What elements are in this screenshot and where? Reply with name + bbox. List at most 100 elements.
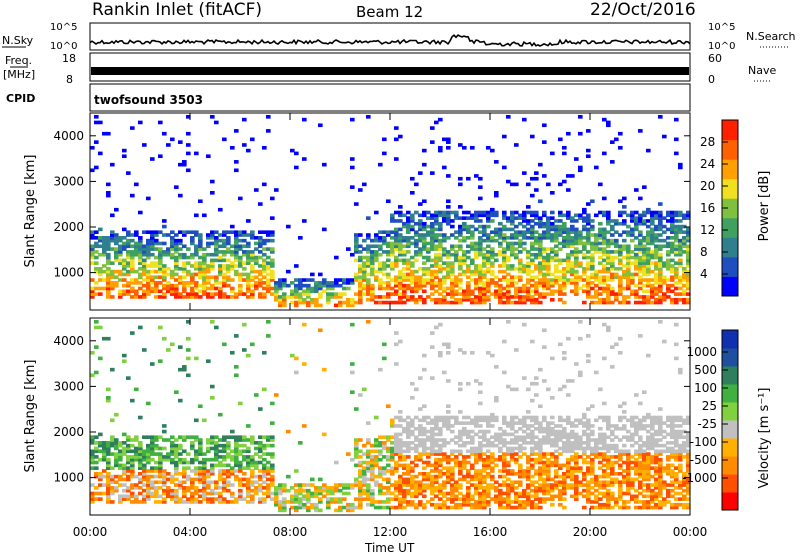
power-cell	[122, 247, 127, 251]
power-cell	[194, 261, 199, 265]
power-cell	[98, 266, 103, 271]
power-cell	[218, 281, 223, 285]
power-cell	[674, 210, 679, 215]
power-cell	[542, 230, 547, 235]
power-cell	[158, 247, 163, 251]
velocity-cell	[94, 345, 99, 349]
velocity-cell	[534, 441, 539, 445]
power-cell	[618, 266, 623, 271]
velocity-cell	[142, 488, 147, 493]
velocity-cell	[138, 415, 143, 420]
velocity-cell	[514, 494, 519, 499]
velocity-cell	[410, 502, 415, 507]
power-cell	[530, 275, 535, 280]
power-cell	[170, 272, 175, 277]
power-cell	[478, 292, 483, 296]
velocity-cell	[598, 432, 603, 437]
velocity-cell	[526, 494, 531, 499]
velocity-cell	[422, 438, 427, 442]
power-cell	[526, 252, 531, 257]
power-cell	[554, 264, 559, 268]
velocity-cell	[594, 480, 599, 485]
power-cell	[594, 292, 599, 296]
velocity-cell	[602, 463, 607, 468]
velocity-cell	[586, 483, 591, 487]
power-cell	[494, 295, 499, 299]
velocity-cell	[266, 334, 271, 338]
velocity-cell	[186, 486, 191, 490]
velocity-cell	[522, 471, 527, 476]
power-cell	[458, 176, 463, 181]
velocity-cell	[606, 480, 611, 485]
velocity-cell	[162, 488, 167, 493]
velocity-cell	[586, 491, 591, 496]
velocity-cell	[146, 443, 151, 448]
power-cell	[374, 258, 379, 263]
power-cell	[506, 216, 511, 220]
power-cell	[338, 303, 343, 308]
velocity-cell	[410, 469, 415, 473]
velocity-cell	[554, 480, 559, 485]
power-cell	[646, 233, 651, 237]
power-cell	[110, 236, 115, 240]
velocity-cell	[458, 381, 463, 386]
power-cell	[582, 300, 587, 305]
velocity-cell	[510, 486, 515, 490]
power-cell	[594, 233, 599, 237]
power-cell	[314, 286, 319, 291]
power-cell	[218, 258, 223, 263]
power-cell	[306, 292, 311, 296]
power-cell	[218, 255, 223, 260]
power-cell	[178, 162, 183, 167]
velocity-cell	[270, 480, 275, 485]
velocity-cell	[446, 404, 451, 409]
power-cell	[262, 182, 267, 187]
velocity-cell	[106, 477, 111, 482]
velocity-cell	[418, 376, 423, 380]
velocity-cell	[146, 401, 151, 406]
velocity-cell	[318, 508, 323, 513]
power-cell	[474, 252, 479, 257]
power-cell	[106, 238, 111, 243]
power-cell	[182, 275, 187, 280]
power-cell	[170, 286, 175, 291]
velocity-cell	[522, 469, 527, 473]
velocity-cell	[606, 328, 611, 333]
power-cell	[150, 269, 155, 274]
velocity-cell	[142, 494, 147, 499]
power-cell	[478, 185, 483, 189]
power-cell	[346, 297, 351, 302]
power-cell	[614, 292, 619, 296]
velocity-cell	[382, 342, 387, 347]
power-cell	[410, 224, 415, 229]
power-cell	[278, 278, 283, 282]
velocity-cell	[402, 455, 407, 459]
velocity-cell	[562, 435, 567, 440]
power-cell	[542, 210, 547, 215]
velocity-cell	[370, 500, 375, 504]
power-cell	[126, 261, 131, 265]
velocity-cell	[426, 463, 431, 468]
power-cell	[610, 238, 615, 243]
velocity-cell	[606, 497, 611, 501]
velocity-cell	[110, 488, 115, 493]
velocity-cell	[454, 441, 459, 445]
power-cell	[506, 115, 511, 119]
velocity-cell	[502, 432, 507, 437]
velocity-cell	[450, 452, 455, 456]
velocity-cell	[230, 455, 235, 459]
power-cell	[462, 272, 467, 277]
velocity-cell	[410, 491, 415, 496]
power-cell	[202, 264, 207, 268]
power-cell	[610, 275, 615, 280]
velocity-cell	[570, 474, 575, 479]
power-cell	[678, 213, 683, 218]
power-cell	[522, 289, 527, 294]
velocity-cell	[578, 480, 583, 485]
power-cell	[638, 300, 643, 305]
velocity-cell	[174, 390, 179, 394]
power-cell	[346, 303, 351, 308]
power-cell	[134, 295, 139, 299]
velocity-cell	[586, 500, 591, 504]
power-cell	[570, 252, 575, 257]
